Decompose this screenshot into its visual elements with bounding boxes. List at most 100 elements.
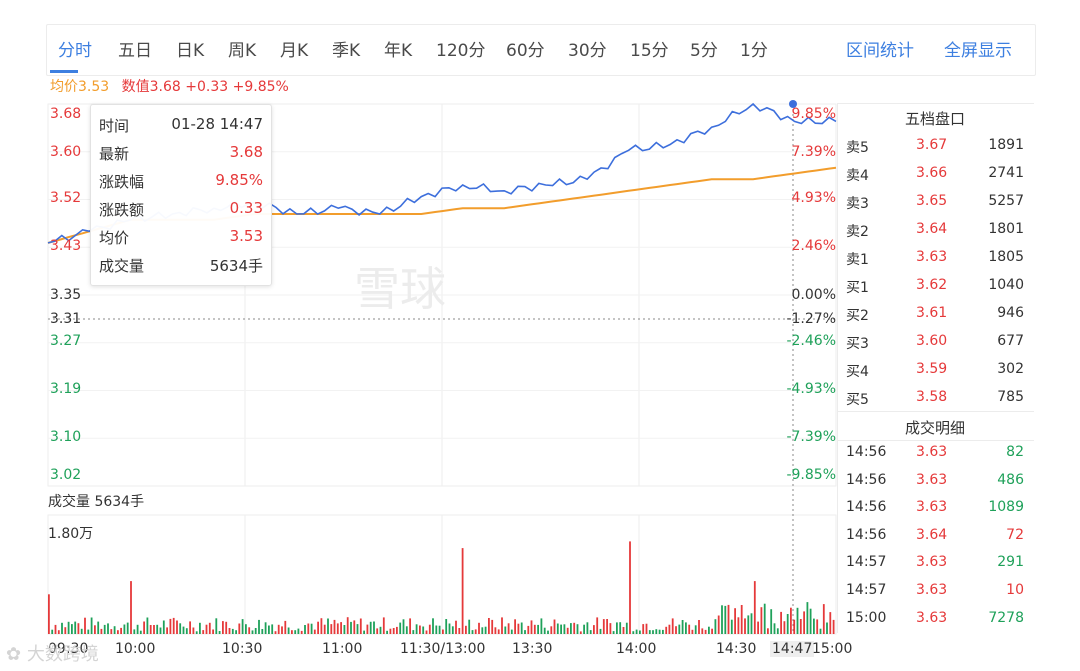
volume-bar (504, 626, 507, 634)
order-price: 3.61 (916, 305, 948, 321)
volume-bar (235, 630, 237, 634)
fullscreen-button[interactable]: 全屏显示 (944, 41, 1012, 61)
tab-5[interactable]: 季K (332, 41, 361, 61)
order-price: 3.62 (916, 277, 948, 293)
volume-bar (806, 602, 809, 634)
volume-bar (97, 621, 100, 634)
volume-bar (681, 620, 684, 634)
volume-bar (671, 618, 674, 634)
volume-bar (103, 624, 106, 634)
value-legend-label: 数值 (121, 79, 150, 95)
volume-bar (231, 628, 234, 634)
time-tick-2: 10:30 (222, 641, 263, 657)
volume-bar (527, 625, 530, 634)
trades-title: 成交明细 (904, 419, 965, 437)
volume-bar (599, 628, 602, 634)
order-price: 3.59 (916, 361, 948, 377)
volume-bar (386, 630, 388, 634)
volume-bar (491, 619, 494, 634)
volume-bar (149, 625, 152, 634)
volume-bar (688, 624, 691, 634)
volume-bar (284, 620, 287, 634)
tooltip-value: 3.68 (229, 143, 263, 161)
volume-bar (793, 619, 796, 634)
volume-bar (451, 626, 454, 634)
volume-bar (514, 619, 516, 634)
volume-bar (422, 626, 425, 634)
volume-bar (48, 594, 50, 634)
trade-price: 3.63 (916, 444, 948, 460)
tooltip-key: 最新 (99, 145, 130, 163)
order-volume: 677 (997, 333, 1024, 349)
tab-2[interactable]: 日K (176, 41, 205, 61)
volume-bar (826, 622, 828, 634)
volume-bar (799, 619, 802, 634)
percent-tick-6: -2.46% (786, 333, 836, 349)
percent-tick-1: 7.39% (791, 144, 836, 160)
trade-volume: 1089 (988, 499, 1024, 516)
volume-bar (415, 624, 418, 634)
tab-4[interactable]: 月K (280, 41, 309, 61)
order-level-label: 买2 (846, 308, 869, 324)
volume-bar (809, 608, 812, 634)
volume-bar (556, 623, 559, 634)
volume-scale: 1.80万 (48, 526, 94, 542)
volume-bar (428, 624, 431, 634)
tab-7[interactable]: 120分 (436, 41, 486, 61)
volume-bar (291, 630, 293, 634)
volume-bar (819, 628, 822, 634)
percent-tick-4: 0.00% (791, 287, 836, 303)
tab-11[interactable]: 5分 (690, 41, 718, 61)
volume-bar (773, 623, 776, 634)
panel-divider-2 (838, 440, 1034, 441)
volume-bar (770, 609, 773, 634)
trade-time: 14:57 (846, 554, 887, 571)
volume-bar (727, 604, 730, 634)
volume-bar (734, 608, 736, 634)
order-book-row-4: 卖1 3.63 1805 (840, 244, 1030, 272)
tooltip-key: 时间 (99, 117, 130, 135)
tab-12[interactable]: 1分 (740, 41, 768, 61)
volume-bar (130, 581, 132, 634)
tab-8[interactable]: 60分 (506, 41, 545, 61)
trade-row-2: 14:56 3.63 1089 (840, 494, 1030, 522)
tab-3[interactable]: 周K (228, 41, 257, 61)
tab-0[interactable]: 分时 (58, 41, 92, 61)
volume-bar (783, 621, 786, 634)
volume-bar (373, 621, 375, 634)
volume-bar (363, 630, 365, 634)
volume-bar (701, 628, 704, 634)
volume-bar (107, 623, 109, 634)
volume-bar (757, 621, 759, 634)
order-book-row-7: 买3 3.60 677 (840, 328, 1030, 356)
volume-bar (465, 625, 467, 634)
tab-10[interactable]: 15分 (630, 41, 669, 61)
volume-bar (202, 630, 205, 634)
volume-bar (166, 627, 168, 634)
range-stats-button[interactable]: 区间统计 (846, 41, 914, 61)
volume-bar (832, 619, 835, 634)
volume-bar (264, 622, 267, 634)
tab-1[interactable]: 五日 (118, 41, 152, 61)
percent-tick-5: -1.27% (786, 311, 836, 327)
volume-bar (100, 628, 103, 634)
volume-bar (57, 630, 60, 634)
tab-6[interactable]: 年K (384, 41, 413, 61)
order-price: 3.66 (916, 165, 948, 181)
tab-9[interactable]: 30分 (568, 41, 607, 61)
trade-time: 14:57 (846, 582, 887, 598)
time-tick-5: 13:30 (512, 641, 553, 657)
volume-bar (313, 629, 316, 634)
trade-row-6: 15:00 3.63 7278 (840, 605, 1030, 633)
volume-bar (813, 618, 815, 634)
volume-bar (642, 624, 645, 634)
volume-bar (652, 630, 654, 634)
volume-bar (77, 623, 80, 634)
volume-bar (159, 627, 162, 634)
volume-bar (570, 623, 572, 634)
order-level-label: 买1 (846, 280, 869, 296)
tooltip-value: 01-28 14:47 (171, 115, 263, 133)
volume-bar (435, 625, 438, 634)
price-tick-5: 3.31 (50, 311, 82, 327)
order-price: 3.64 (916, 221, 948, 237)
